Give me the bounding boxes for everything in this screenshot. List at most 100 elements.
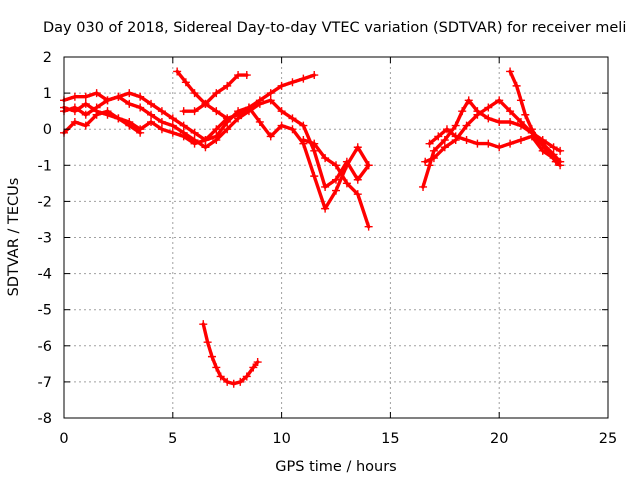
data-point [277, 81, 286, 90]
data-point [310, 146, 319, 155]
data-point [299, 121, 308, 130]
x-tick-label: 0 [59, 431, 68, 447]
y-tick-label: -7 [38, 375, 52, 391]
data-point [506, 67, 515, 76]
data-point [310, 172, 319, 181]
data-point [229, 379, 238, 388]
data-point [512, 81, 521, 90]
data-point [288, 114, 297, 123]
data-point [114, 92, 123, 101]
data-point [425, 139, 434, 148]
data-point [353, 175, 362, 184]
data-point [255, 117, 264, 126]
data-point [234, 71, 243, 80]
data-point [527, 125, 536, 134]
y-tick-label: -8 [38, 411, 52, 427]
data-point [249, 363, 258, 372]
data-point [516, 117, 525, 126]
x-tick-label: 25 [599, 431, 617, 447]
data-point [125, 89, 134, 98]
data-point [168, 128, 177, 137]
data-point [543, 146, 552, 155]
data-point [506, 107, 515, 116]
data-point [70, 117, 79, 126]
data-point [353, 190, 362, 199]
data-point [434, 132, 443, 141]
y-tick-label: 1 [43, 86, 52, 102]
data-point [103, 96, 112, 105]
series-line [62, 102, 229, 146]
data-point [253, 358, 262, 367]
data-point [521, 110, 530, 119]
data-point [190, 139, 199, 148]
data-point [201, 99, 210, 108]
data-point [157, 117, 166, 126]
data-point [242, 71, 251, 80]
data-point [212, 136, 221, 145]
data-point [458, 107, 467, 116]
data-point [549, 143, 558, 152]
data-point [266, 89, 275, 98]
data-point [451, 121, 460, 130]
data-point [534, 136, 543, 145]
data-point [353, 143, 362, 152]
data-point [516, 136, 525, 145]
data-point [321, 182, 330, 191]
data-point [190, 107, 199, 116]
data-point [462, 121, 471, 130]
data-point [168, 121, 177, 130]
data-layer [60, 67, 565, 388]
data-point [223, 114, 232, 123]
data-point [92, 107, 101, 116]
data-point [440, 136, 449, 145]
y-tick-label: -1 [38, 158, 52, 174]
x-tick-label: 15 [381, 431, 399, 447]
data-point [473, 139, 482, 148]
data-point [173, 67, 182, 76]
data-point [556, 146, 565, 155]
data-point [223, 125, 232, 134]
data-point [342, 179, 351, 188]
data-point [299, 136, 308, 145]
y-tick-label: -5 [38, 303, 52, 319]
data-point [425, 161, 434, 170]
data-point [179, 132, 188, 141]
data-point [556, 161, 565, 170]
data-point [484, 114, 493, 123]
data-point [277, 107, 286, 116]
data-point [321, 154, 330, 163]
series-line [62, 73, 316, 142]
data-point [92, 89, 101, 98]
data-point [212, 107, 221, 116]
data-point [462, 136, 471, 145]
data-point [201, 143, 210, 152]
series-line [423, 98, 562, 164]
data-point [451, 132, 460, 141]
data-point [421, 157, 430, 166]
series-track-l [506, 67, 565, 170]
y-tick-label: 2 [43, 50, 52, 66]
data-point [181, 78, 190, 87]
data-point [234, 110, 243, 119]
data-point [440, 143, 449, 152]
data-point [484, 103, 493, 112]
data-point [136, 103, 145, 112]
data-point [429, 154, 438, 163]
data-point [310, 71, 319, 80]
series-track-f [179, 71, 251, 116]
data-point [332, 186, 340, 195]
data-point [201, 136, 210, 145]
data-point [216, 372, 225, 381]
grid [64, 57, 608, 418]
data-point [364, 161, 373, 170]
data-point [203, 338, 212, 347]
y-tick-label: -4 [38, 267, 52, 283]
series-line [427, 127, 562, 164]
data-point [299, 74, 308, 83]
data-point [310, 139, 319, 148]
data-point [147, 110, 156, 119]
data-point [157, 107, 166, 116]
data-point [342, 161, 351, 170]
data-point [332, 161, 340, 170]
